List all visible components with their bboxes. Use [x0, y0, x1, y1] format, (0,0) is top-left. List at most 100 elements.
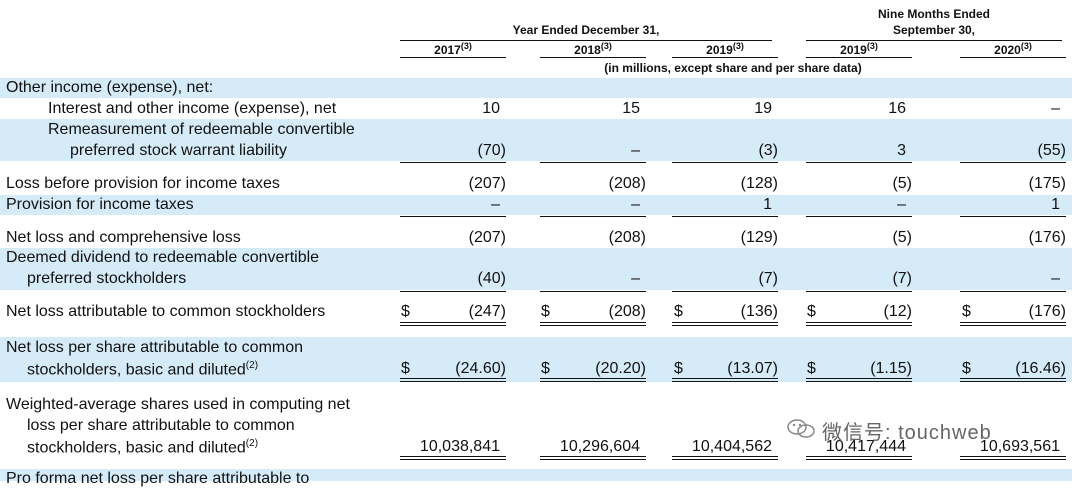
- subtotal-rule-2020: [960, 162, 1066, 163]
- remeasurement-2018: –: [631, 142, 640, 159]
- watermark-text: 微信号: touchweb: [822, 422, 992, 444]
- row-label-other-income: Other income (expense), net:: [6, 79, 214, 96]
- provision-2020: 1: [1051, 196, 1060, 213]
- weighted-double-rule-2018: [540, 456, 646, 460]
- year-header-2020: 2020(3): [994, 41, 1032, 57]
- units-note: (in millions, except share and per share…: [604, 61, 862, 75]
- deemed-rule-2019: [672, 291, 778, 292]
- provision-2019: 1: [763, 196, 772, 213]
- net-loss-2017: (207): [468, 229, 506, 246]
- attrib-double-rule-2018: [540, 322, 646, 326]
- row-label-net-loss-attributable: Net loss attributable to common stockhol…: [6, 303, 326, 320]
- attrib-double-rule-2020: [960, 322, 1066, 326]
- loss-before-2018: (208): [608, 175, 646, 192]
- subtotal-rule-2019-nine-months: [806, 162, 912, 163]
- loss-before-2019: (128): [740, 175, 778, 192]
- per-share-double-rule-2020: [960, 378, 1066, 382]
- per-share-2017: (24.60): [455, 360, 506, 377]
- per-share-double-rule-2017: [400, 378, 506, 382]
- deemed-rule-2019-nine-months: [806, 291, 912, 292]
- attrib-currency-2020: $: [962, 303, 971, 320]
- attrib-double-rule-2017: [400, 322, 506, 326]
- net-loss-2018: (208): [608, 229, 646, 246]
- header-group-nine-months-1: Nine Months Ended: [878, 7, 990, 21]
- per-share-currency-2020: $: [962, 360, 971, 377]
- row-label-deemed-dividend-1: Deemed dividend to redeemable convertibl…: [6, 249, 320, 266]
- net-loss-2019-nine-months: (5): [892, 229, 912, 246]
- row-label-deemed-dividend-2: preferred stockholders: [27, 270, 187, 287]
- weighted-double-rule-2017: [400, 456, 506, 460]
- remeasurement-2019-nine-months: 3: [897, 142, 906, 159]
- per-share-2019: (13.07): [727, 360, 778, 377]
- provision-rule-2019: [672, 216, 778, 217]
- deemed-2018: –: [631, 270, 640, 287]
- deemed-2017: (40): [477, 270, 506, 287]
- row-label-weighted-shares-2: loss per share attributable to common: [27, 417, 295, 434]
- attrib-currency-2018: $: [541, 303, 550, 320]
- deemed-rule-2020: [960, 291, 1066, 292]
- remeasurement-2020: (55): [1037, 142, 1066, 159]
- year-header-2019-nine-months: 2019(3): [840, 41, 878, 57]
- row-label-net-loss-per-share-1: Net loss per share attributable to commo…: [6, 339, 304, 356]
- row-label-weighted-shares-3: stockholders, basic and diluted(2): [27, 438, 259, 457]
- per-share-currency-2019: $: [674, 360, 683, 377]
- attrib-double-rule-2019-nine-months: [806, 322, 912, 326]
- interest-2017: 10: [482, 100, 500, 117]
- header-group-year-ended: Year Ended December 31,: [512, 23, 660, 37]
- interest-2018: 15: [622, 100, 640, 117]
- row-band-net-loss-per-share: [0, 337, 1072, 382]
- deemed-2019: (7): [758, 270, 778, 287]
- year-rule-2018: [540, 57, 646, 58]
- year-rule-2017: [400, 57, 506, 58]
- weighted-double-rule-2019-nine-months: [806, 456, 912, 460]
- attrib-2018: (208): [608, 303, 646, 320]
- attrib-double-rule-2019: [672, 322, 778, 326]
- weighted-2019: 10,404,562: [691, 438, 772, 455]
- row-label-net-loss: Net loss and comprehensive loss: [6, 229, 241, 246]
- remeasurement-2017: (70): [477, 142, 506, 159]
- row-label-pro-forma-cutoff: Pro forma net loss per share attributabl…: [6, 470, 310, 487]
- subtotal-rule-2017: [400, 162, 506, 163]
- deemed-2020: –: [1051, 270, 1060, 287]
- attrib-currency-2019-nine-months: $: [807, 303, 816, 320]
- row-label-net-loss-per-share-2: stockholders, basic and diluted(2): [27, 360, 259, 379]
- attrib-currency-2017: $: [401, 303, 410, 320]
- loss-before-2019-nine-months: (5): [892, 175, 912, 192]
- weighted-2018: 10,296,604: [559, 438, 640, 455]
- interest-2019: 19: [754, 100, 772, 117]
- per-share-currency-2019-nine-months: $: [807, 360, 816, 377]
- year-header-2019: 2019(3): [706, 41, 744, 57]
- weighted-double-rule-2020: [960, 456, 1066, 460]
- deemed-2019-nine-months: (7): [892, 270, 912, 287]
- provision-rule-2018: [540, 216, 646, 217]
- per-share-currency-2018: $: [541, 360, 550, 377]
- year-header-2017: 2017(3): [434, 41, 472, 57]
- provision-2017: –: [491, 196, 500, 213]
- row-band-remeasurement: [0, 119, 1072, 161]
- row-label-weighted-shares-1: Weighted-average shares used in computin…: [6, 396, 350, 413]
- row-band-deemed-dividend: [0, 248, 1072, 290]
- provision-2019-nine-months: –: [897, 196, 906, 213]
- deemed-rule-2018: [540, 291, 646, 292]
- row-label-remeasurement-1: Remeasurement of redeemable convertible: [48, 121, 355, 138]
- subtotal-rule-2018: [540, 162, 646, 163]
- per-share-2018: (20.20): [595, 360, 646, 377]
- per-share-double-rule-2019-nine-months: [806, 378, 912, 382]
- year-rule-2019-nine-months: [806, 57, 912, 58]
- interest-2020: –: [1051, 100, 1060, 117]
- attrib-2020: (176): [1028, 303, 1066, 320]
- per-share-currency-2017: $: [401, 360, 410, 377]
- provision-2018: –: [631, 196, 640, 213]
- header-group-nine-months-rule: [806, 40, 1062, 41]
- row-label-provision: Provision for income taxes: [6, 196, 194, 213]
- interest-2019-nine-months: 16: [888, 100, 906, 117]
- header-group-nine-months-2: September 30,: [892, 23, 976, 37]
- weighted-double-rule-2019: [672, 456, 778, 460]
- header-group-year-rule: [400, 40, 772, 41]
- net-loss-2019: (129): [740, 229, 778, 246]
- row-label-loss-before-taxes: Loss before provision for income taxes: [6, 175, 280, 192]
- wechat-icon: [787, 419, 815, 438]
- provision-rule-2017: [400, 216, 506, 217]
- net-loss-2020: (176): [1028, 229, 1066, 246]
- year-header-2018: 2018(3): [574, 41, 612, 57]
